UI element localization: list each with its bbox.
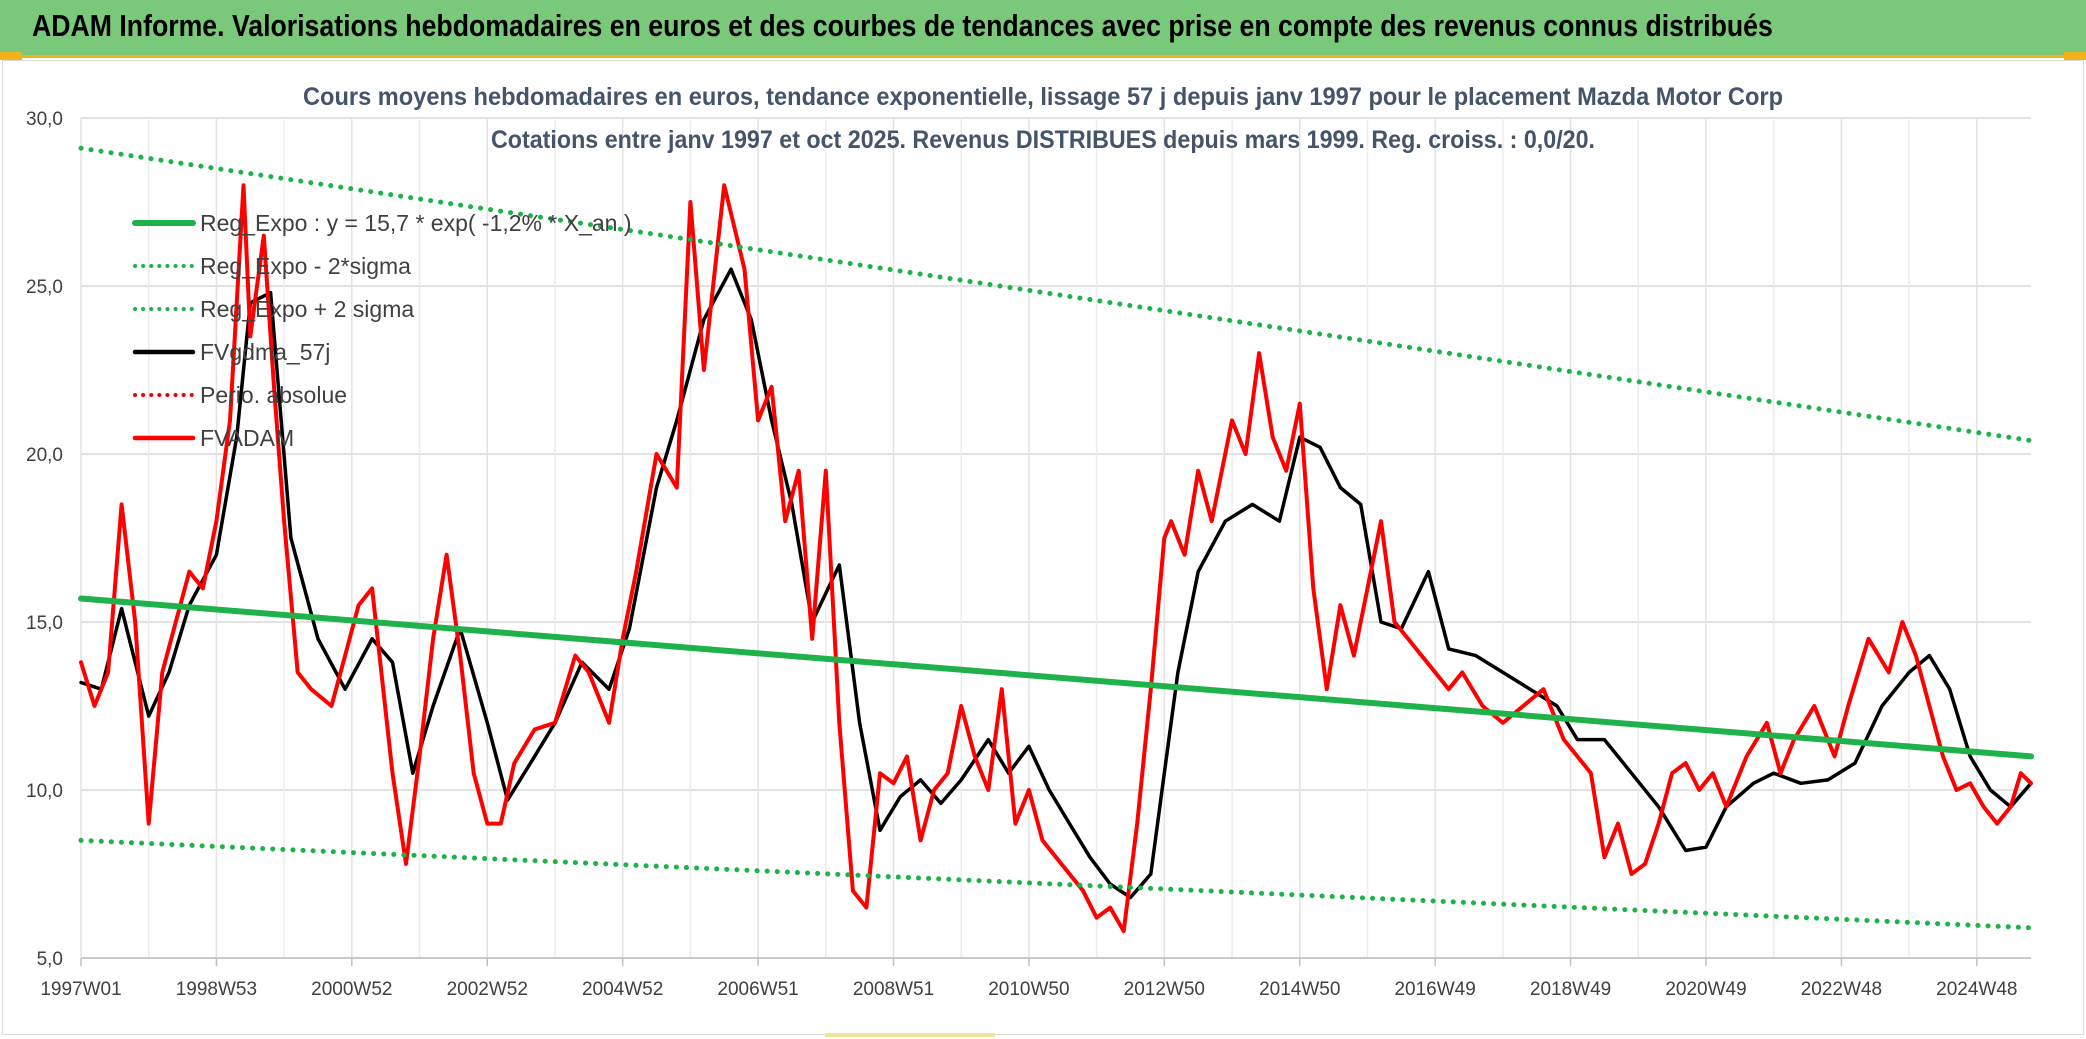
x-axis-ticks: 1997W01 1998W53 2000W52 2002W52 2004W52 2006W…	[40, 958, 2018, 1000]
x-tick-label: 2002W52	[447, 979, 528, 1000]
x-tick-label: 1998W53	[176, 979, 257, 1000]
chart-subtitle: Cotations entre janv 1997 et oct 2025. R…	[491, 126, 1595, 154]
x-tick-label: 1997W01	[40, 979, 121, 1000]
series-line-0	[78, 595, 2034, 760]
legend-label: Reg_Expo + 2 sigma	[200, 296, 414, 322]
y-tick-label: 5,0	[37, 949, 63, 970]
left-corner-tab	[0, 52, 22, 60]
x-tick-label: 2016W49	[1394, 979, 1475, 1000]
y-tick-label: 30,0	[26, 109, 63, 130]
chart: 5,0 10,0 15,0 20,0 25,0 30,0 1997W01 1998W53 20…	[26, 83, 2034, 1000]
legend: Reg_Expo : y = 15,7 * exp( -1,2% * X_an …	[132, 210, 632, 451]
chart-title: Cours moyens hebdomadaires en euros, ten…	[303, 83, 1783, 111]
x-tick-label: 2012W50	[1124, 979, 1205, 1000]
bottom-tab	[825, 1033, 995, 1037]
x-tick-label: 2014W50	[1259, 979, 1340, 1000]
legend-label: FVADAM	[200, 425, 294, 451]
x-tick-label: 2004W52	[582, 979, 663, 1000]
x-tick-label: 2008W51	[853, 979, 934, 1000]
y-tick-label: 25,0	[26, 277, 63, 298]
series-line-1	[78, 837, 2034, 931]
x-tick-label: 2022W48	[1801, 979, 1882, 1000]
legend-label: FVgdma_57j	[200, 339, 330, 365]
series-lines	[78, 145, 2034, 934]
x-tick-label: 2006W51	[717, 979, 798, 1000]
chart-frame: 5,0 10,0 15,0 20,0 25,0 30,0 1997W01 1998W53 20…	[2, 60, 2084, 1035]
x-tick-label: 2018W49	[1530, 979, 1611, 1000]
series-line-3	[79, 267, 2033, 900]
banner-title: ADAM Informe. Valorisations hebdomadaire…	[32, 8, 1773, 43]
y-tick-label: 20,0	[26, 445, 63, 466]
y-tick-label: 10,0	[26, 781, 63, 802]
x-tick-label: 2000W52	[311, 979, 392, 1000]
series-line-5	[79, 183, 2033, 934]
right-corner-tab	[2064, 52, 2086, 60]
y-axis-ticks: 5,0 10,0 15,0 20,0 25,0 30,0	[26, 109, 63, 970]
legend-label: Reg_Expo - 2*sigma	[200, 253, 411, 279]
x-tick-label: 2010W50	[988, 979, 1069, 1000]
header-banner: ADAM Informe. Valorisations hebdomadaire…	[0, 0, 2086, 58]
grid	[80, 117, 2031, 959]
x-tick-label: 2024W48	[1936, 979, 2017, 1000]
legend-label: Reg_Expo : y = 15,7 * exp( -1,2% * X_an …	[200, 210, 632, 236]
series-line-2	[78, 145, 2034, 444]
x-tick-label: 2020W49	[1665, 979, 1746, 1000]
legend-label: Perio. absolue	[200, 382, 347, 408]
y-tick-label: 15,0	[26, 613, 63, 634]
